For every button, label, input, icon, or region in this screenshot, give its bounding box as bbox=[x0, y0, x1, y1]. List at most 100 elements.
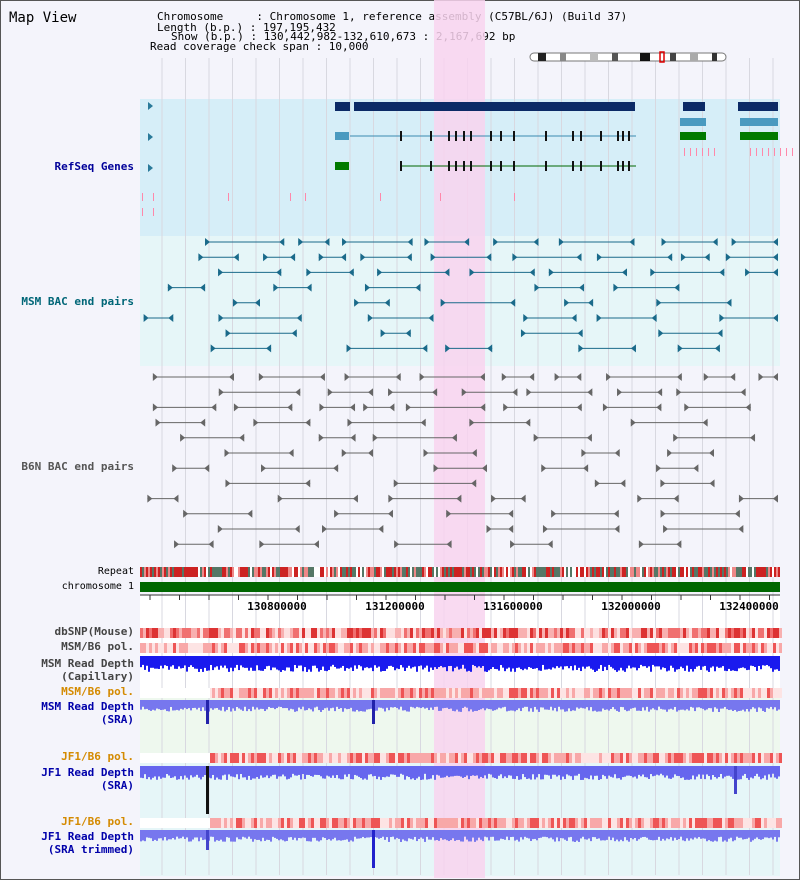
msm-capillary-depth bbox=[386, 656, 388, 669]
repeat-element bbox=[660, 567, 662, 577]
b6n-bac-pair-end bbox=[387, 509, 393, 518]
msm-sra-depth bbox=[442, 700, 444, 709]
msm-bac-pair-end bbox=[731, 238, 737, 246]
msm-sra-depth bbox=[446, 700, 448, 708]
dbsnp-density bbox=[584, 628, 587, 638]
jf1-sra-depth bbox=[700, 766, 702, 779]
jf1-trimmed-depth bbox=[494, 830, 496, 841]
refseq-exon bbox=[430, 131, 432, 141]
jf1-sra-depth bbox=[616, 766, 618, 779]
repeat-element bbox=[418, 567, 420, 577]
refseq-exon bbox=[448, 161, 450, 171]
jf1-sra-depth bbox=[264, 766, 266, 778]
msm-capillary-depth bbox=[456, 656, 458, 667]
dbsnp-density bbox=[221, 628, 224, 638]
jf1-b6-pol-label-2[interactable]: JF1/B6 pol. bbox=[61, 815, 134, 828]
msm-b6-pol-density bbox=[320, 688, 323, 698]
jf1-sra-depth bbox=[344, 766, 346, 775]
jf1-b6-pol-density bbox=[320, 818, 323, 828]
refseq-exon bbox=[617, 161, 619, 171]
jf1-sra-depth bbox=[460, 766, 462, 777]
jf1-read-depth-trimmed-label[interactable]: JF1 Read Depth bbox=[41, 830, 134, 843]
jf1-trimmed-depth bbox=[774, 830, 776, 837]
jf1-b6-pol-density bbox=[617, 818, 620, 828]
jf1-trimmed-depth bbox=[170, 830, 172, 840]
msm-bac-label[interactable]: MSM BAC end pairs bbox=[21, 295, 134, 308]
msm-sra-depth bbox=[402, 700, 404, 711]
msm-b6-pol-label-2[interactable]: MSM/B6 pol. bbox=[61, 685, 134, 698]
jf1-b6-pol-density bbox=[569, 753, 572, 763]
msm-capillary-depth bbox=[568, 656, 570, 669]
jf1-trimmed-depth bbox=[262, 830, 264, 838]
msm-bac-pair-end bbox=[725, 253, 731, 262]
msm-sra-depth bbox=[758, 700, 760, 708]
jf1-b6-pol-density bbox=[581, 753, 584, 763]
dbsnp-density bbox=[770, 628, 773, 638]
jf1-trimmed-depth bbox=[766, 830, 768, 838]
msm-read-depth-sra-label[interactable]: MSM Read Depth bbox=[41, 700, 134, 713]
jf1-b6-pol-density bbox=[548, 818, 551, 828]
msm-b6-pol-density bbox=[650, 688, 653, 698]
dbsnp-density bbox=[494, 628, 497, 638]
jf1-b6-pol-density bbox=[434, 753, 437, 763]
repeat-element bbox=[158, 567, 160, 577]
jf1-sra-depth bbox=[670, 766, 672, 779]
msm-capillary-depth bbox=[560, 656, 562, 667]
jf1-b6-pol-density bbox=[578, 753, 581, 763]
msm-sra-depth bbox=[764, 700, 766, 712]
b6n-bac-label[interactable]: B6N BAC end pairs bbox=[21, 460, 134, 473]
msm-bac-pair-end bbox=[377, 268, 383, 277]
jf1-trimmed-depth bbox=[466, 830, 468, 840]
jf1-sra-depth bbox=[408, 766, 410, 778]
jf1-b6-pol-density bbox=[704, 753, 707, 763]
msm-sra-depth bbox=[642, 700, 644, 708]
repeat-element bbox=[360, 567, 362, 577]
msm-sra-depth bbox=[344, 700, 346, 709]
msm-bac-pair-end bbox=[405, 329, 411, 338]
jf1-b6-pol-label-1[interactable]: JF1/B6 pol. bbox=[61, 750, 134, 763]
jf1-b6-pol-density bbox=[425, 818, 428, 828]
jf1-sra-depth bbox=[392, 766, 394, 775]
jf1-trimmed-depth bbox=[382, 830, 384, 837]
jf1-b6-pol-density bbox=[368, 753, 371, 763]
msm-sra-depth bbox=[622, 700, 624, 708]
msm-b6-pol-density bbox=[497, 643, 500, 653]
msm-read-depth-capillary-label[interactable]: MSM Read Depth bbox=[41, 657, 134, 670]
msm-capillary-depth bbox=[492, 656, 494, 668]
repeat-element bbox=[294, 567, 296, 577]
repeat-element bbox=[246, 567, 248, 577]
refseq-genes-label[interactable]: RefSeq Genes bbox=[54, 160, 134, 173]
jf1-b6-pol-density bbox=[497, 818, 500, 828]
jf1-sra-depth bbox=[704, 766, 706, 780]
jf1-b6-pol-density bbox=[494, 818, 497, 828]
jf1-sra-depth bbox=[400, 766, 402, 774]
jf1-b6-pol-density bbox=[260, 753, 263, 763]
msm-b6-pol-density bbox=[710, 688, 713, 698]
repeat-element bbox=[384, 567, 386, 577]
msm-capillary-depth bbox=[720, 656, 722, 668]
msm-bac-pair-end bbox=[218, 268, 224, 277]
b6n-bac-pair-end bbox=[420, 418, 426, 427]
jf1-sra-depth bbox=[426, 766, 428, 780]
msm-sra-depth bbox=[596, 700, 598, 712]
jf1-trimmed-depth bbox=[470, 830, 472, 842]
dbsnp-density bbox=[632, 628, 635, 638]
msm-b6-pol-density bbox=[461, 688, 464, 698]
dbsnp-label[interactable]: dbSNP(Mouse) bbox=[54, 625, 134, 638]
msm-capillary-depth bbox=[212, 656, 214, 671]
msm-b6-pol-label-1[interactable]: MSM/B6 pol. bbox=[61, 640, 134, 653]
msm-sra-depth bbox=[756, 700, 758, 712]
msm-b6-pol-density bbox=[569, 643, 572, 653]
msm-capillary-depth bbox=[540, 656, 542, 671]
dbsnp-density bbox=[335, 628, 338, 638]
dbsnp-density bbox=[593, 628, 596, 638]
jf1-read-depth-sra-label[interactable]: JF1 Read Depth bbox=[41, 766, 134, 779]
repeat-element bbox=[380, 567, 382, 577]
jf1-trimmed-depth bbox=[666, 830, 668, 839]
refseq-exon bbox=[600, 131, 602, 141]
jf1-b6-pol-density bbox=[605, 818, 608, 828]
jf1-b6-pol-density bbox=[473, 753, 476, 763]
jf1-sra-depth bbox=[318, 766, 320, 776]
jf1-sra-depth bbox=[416, 766, 418, 779]
